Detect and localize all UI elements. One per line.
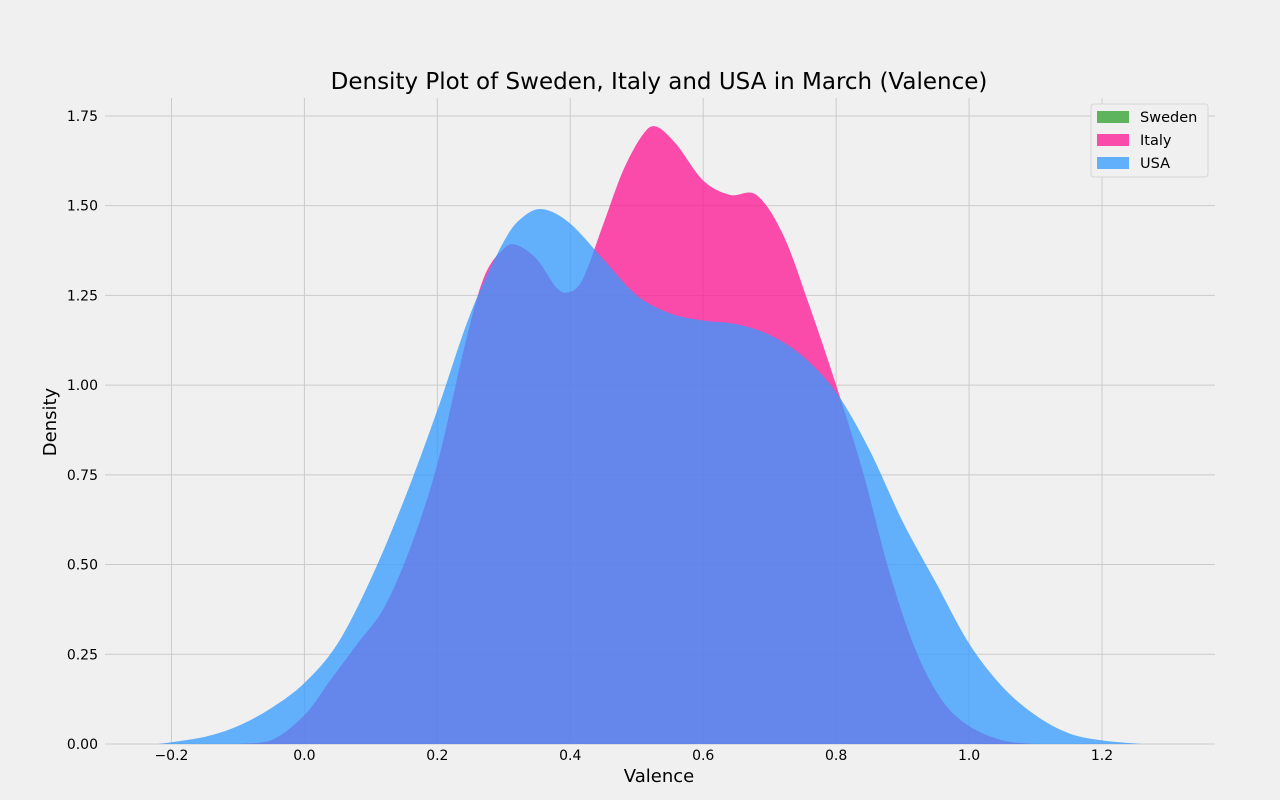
density-areas xyxy=(158,126,1142,745)
x-tick-label-1: 0.0 xyxy=(293,748,315,764)
y-tick-label-1: 0.25 xyxy=(67,647,98,663)
legend-swatch-usa xyxy=(1097,157,1129,169)
x-tick-label-7: 1.2 xyxy=(1091,748,1113,764)
legend: Sweden Italy USA xyxy=(1090,103,1209,178)
y-tick-label-6: 1.50 xyxy=(67,199,98,215)
x-tick-label-2: 0.2 xyxy=(426,748,448,764)
x-axis-label: Valence xyxy=(624,766,694,787)
x-tick-label-0: −0.2 xyxy=(154,748,188,764)
y-tick-label-7: 1.75 xyxy=(67,109,98,125)
x-tick-label-4: 0.6 xyxy=(692,748,714,764)
chart-title: Density Plot of Sweden, Italy and USA in… xyxy=(331,69,988,95)
x-axis-ticks: −0.2 0.0 0.2 0.4 0.6 0.8 1.0 1.2 xyxy=(154,748,1113,764)
legend-label-usa: USA xyxy=(1140,156,1170,172)
density-area-usa xyxy=(158,208,1142,744)
y-tick-label-2: 0.50 xyxy=(67,558,98,574)
y-axis-ticks: 0.00 0.25 0.50 0.75 1.00 1.25 1.50 1.75 xyxy=(67,109,98,753)
y-tick-label-4: 1.00 xyxy=(67,378,98,394)
legend-label-sweden: Sweden xyxy=(1140,110,1197,126)
x-tick-label-6: 1.0 xyxy=(958,748,980,764)
legend-swatch-italy xyxy=(1097,134,1129,146)
y-tick-label-0: 0.00 xyxy=(67,737,98,753)
y-tick-label-3: 0.75 xyxy=(67,468,98,484)
legend-swatch-sweden xyxy=(1097,111,1129,123)
legend-label-italy: Italy xyxy=(1140,133,1172,149)
y-tick-label-5: 1.25 xyxy=(67,288,98,304)
x-tick-label-5: 0.8 xyxy=(825,748,847,764)
x-tick-label-3: 0.4 xyxy=(559,748,581,764)
y-axis-label: Density xyxy=(40,387,61,456)
